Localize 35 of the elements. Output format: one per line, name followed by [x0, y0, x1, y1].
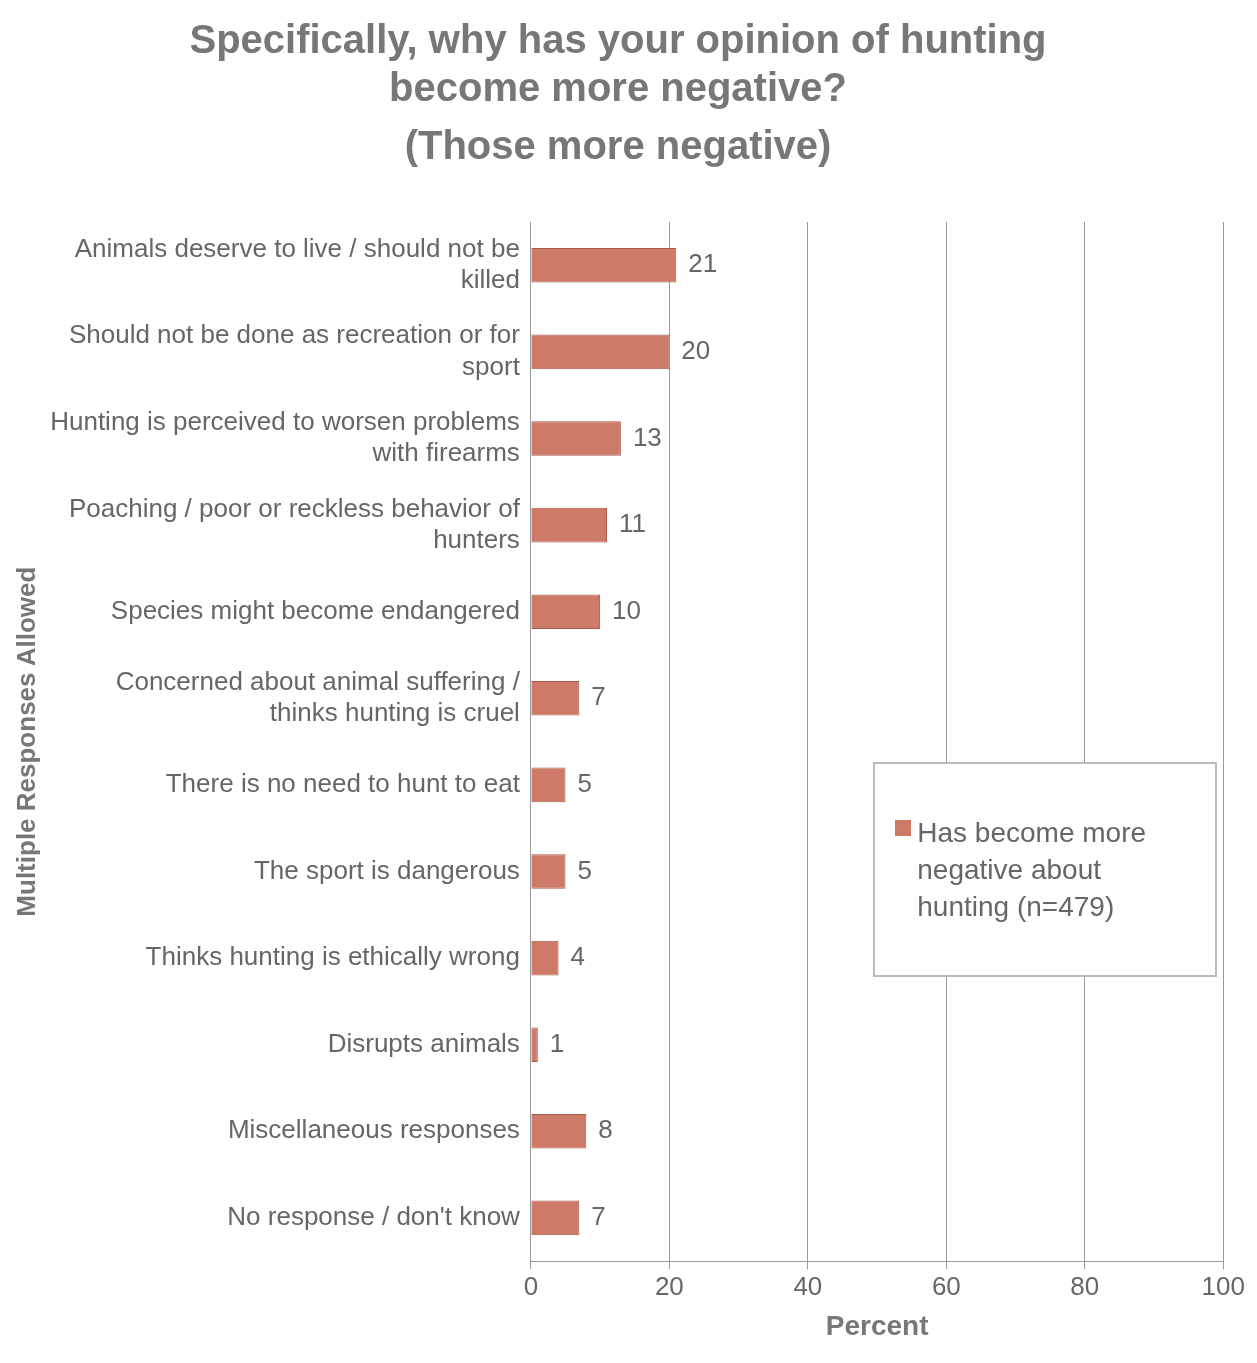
y-tick-label: Poaching / poor or reckless behavior of hunters: [68, 492, 521, 554]
x-tick-label: 60: [931, 1270, 961, 1301]
data-label: 4: [570, 941, 586, 972]
y-tick-label: Hunting is perceived to worsen problems with firearms: [50, 406, 520, 468]
x-tick-label: 40: [793, 1270, 823, 1301]
y-tick-label: There is no need to hunt to eat: [165, 768, 521, 799]
data-label: 1: [549, 1027, 565, 1058]
y-tick-label: Animals deserve to live / should not be killed: [74, 232, 520, 295]
legend-label: Has become more negative about hunting (n=479): [917, 816, 1148, 925]
y-tick-label: Miscellaneous responses: [227, 1114, 520, 1145]
x-axis-title: Percent: [825, 1309, 929, 1341]
y-tick-label: Species might become endangered: [110, 594, 520, 625]
chart-subtitle: (Those more negative): [404, 123, 832, 168]
data-label: 11: [619, 508, 647, 539]
y-tick-label: Should not be done as recreation or for sport: [68, 319, 521, 381]
x-tick-label: 0: [523, 1270, 539, 1301]
x-tick-label: 20: [654, 1270, 684, 1301]
data-label: 21: [688, 248, 718, 279]
y-axis-title: Multiple Responses Allowed: [10, 566, 41, 917]
data-label: 7: [591, 1201, 606, 1232]
data-label: 5: [577, 768, 592, 799]
data-label: 20: [681, 335, 711, 366]
data-label: 7: [591, 681, 606, 712]
y-tick-label: Thinks hunting is ethically wrong: [145, 941, 520, 972]
data-label: 8: [598, 1114, 613, 1145]
data-label: 10: [612, 594, 642, 625]
y-tick-label: Disrupts animals: [327, 1027, 520, 1058]
data-label: 5: [577, 854, 592, 885]
y-tick-label: Concerned about animal suffering / thinks hunting is cruel: [115, 665, 521, 728]
y-tick-label: The sport is dangerous: [253, 854, 520, 885]
x-tick-label: 100: [1201, 1270, 1246, 1301]
data-label: 13: [632, 421, 662, 452]
chart-title: Specifically, why has your opinion of hunting become more negative?: [189, 17, 1047, 110]
y-tick-label: No response / don't know: [227, 1201, 521, 1232]
x-tick-label: 80: [1070, 1270, 1100, 1301]
